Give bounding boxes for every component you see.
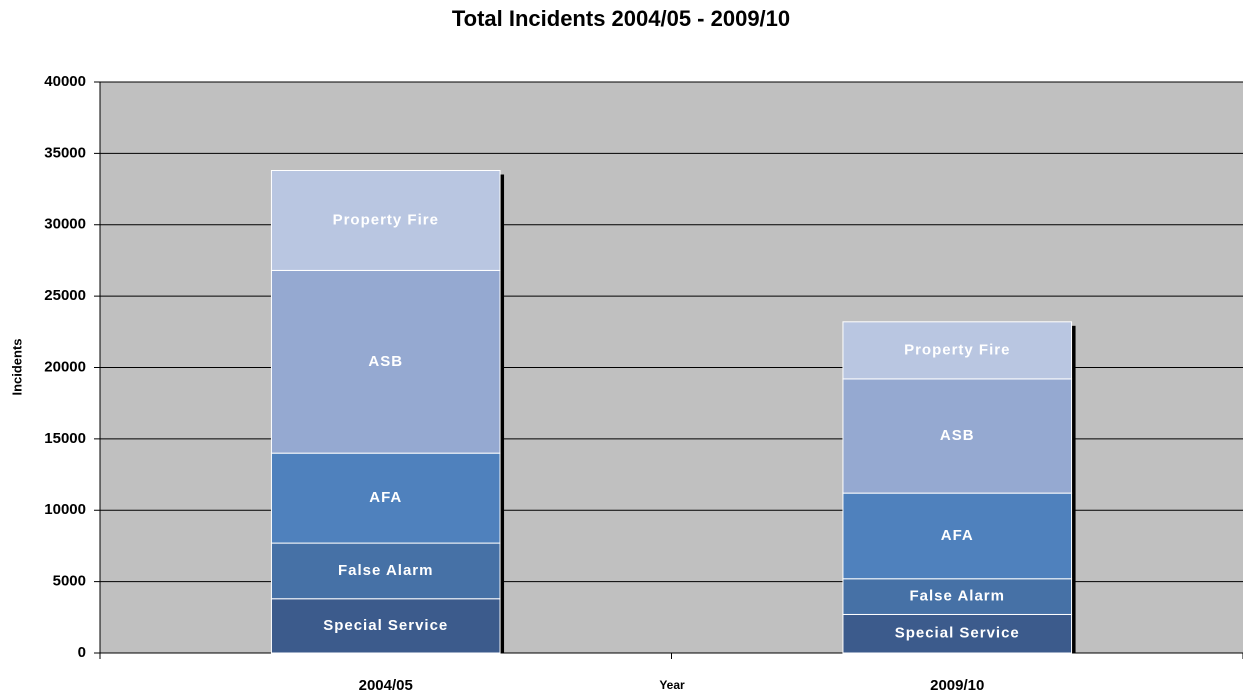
bar-segment	[842, 378, 1073, 494]
x-axis-title: Year	[659, 678, 685, 692]
y-axis-title: Incidents	[9, 338, 24, 395]
x-tick-label: 2004/05	[359, 677, 413, 694]
bar-segment	[842, 321, 1073, 380]
y-tick-label: 15000	[44, 430, 86, 447]
bar-segment	[270, 452, 501, 544]
y-tick-label: 10000	[44, 501, 86, 518]
chart-title: Total Incidents 2004/05 - 2009/10	[452, 6, 790, 31]
y-tick-label: 35000	[44, 144, 86, 161]
bar-segment	[842, 578, 1073, 615]
segment-label: ASB	[368, 353, 403, 370]
y-tick-label: 5000	[53, 573, 86, 590]
segment-label: Special Service	[323, 617, 448, 634]
segment-label: Special Service	[895, 625, 1020, 642]
x-tick-label: 2009/10	[930, 677, 984, 694]
segment-label: Property Fire	[333, 211, 439, 228]
bar-segment	[270, 542, 501, 600]
y-tick-label: 0	[78, 644, 86, 661]
bar-segment	[270, 170, 501, 271]
segment-label: AFA	[369, 489, 402, 506]
segment-label: ASB	[940, 427, 975, 444]
bar-segment	[842, 613, 1073, 654]
y-tick-label: 25000	[44, 287, 86, 304]
bar-segment	[270, 269, 501, 454]
segment-label: False Alarm	[910, 588, 1006, 605]
y-tick-label: 40000	[44, 73, 86, 90]
segment-label: AFA	[941, 527, 974, 544]
segment-label: False Alarm	[338, 562, 434, 579]
segment-label: Property Fire	[904, 341, 1010, 358]
y-tick-label: 30000	[44, 216, 86, 233]
y-tick-label: 20000	[44, 358, 86, 375]
